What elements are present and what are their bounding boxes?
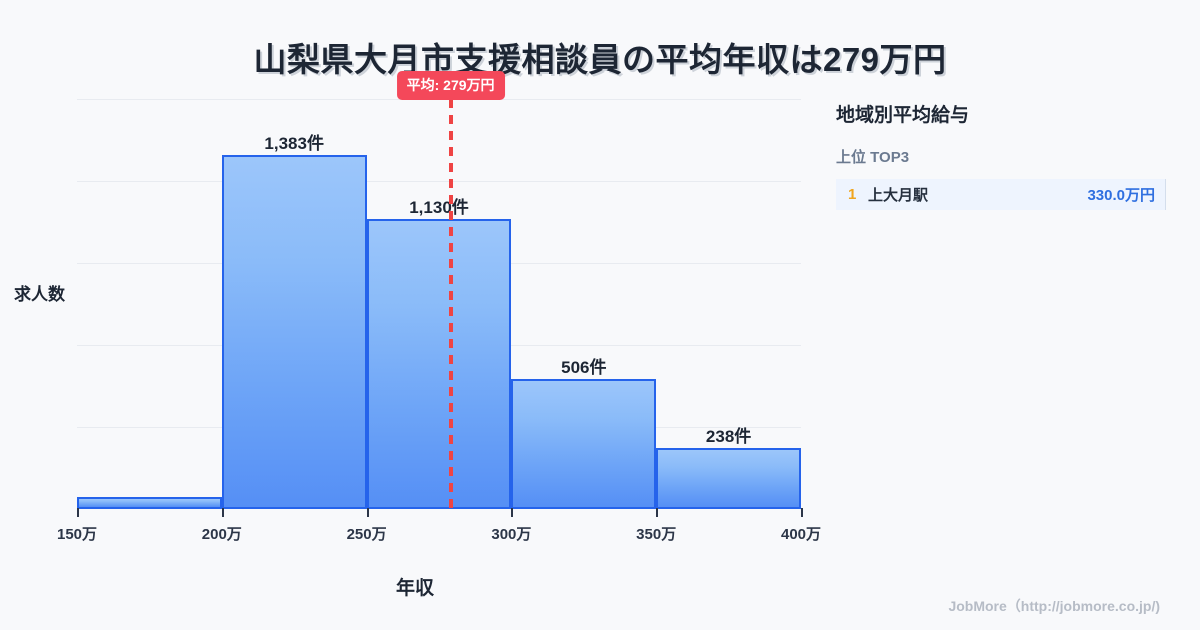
y-axis-title: 求人数 [14, 285, 65, 304]
chart-region: 求人数 1,383件 1,130件 506件 238件 150万 200万 250万 300万… [0, 71, 830, 605]
rank-list: 1 上大月駅 330.0万円 [836, 179, 1166, 210]
page-title: 山梨県大月市支援相談員の平均年収は279万円 [253, 41, 947, 78]
bar [221, 154, 367, 509]
x-tick-label: 200万 [201, 526, 242, 543]
regional-salary-title: 地域別平均給与 [836, 105, 970, 126]
x-tick-mark [656, 508, 659, 517]
bar [511, 379, 657, 509]
x-tick-mark [77, 508, 79, 517]
bar-value-label: 506件 [561, 358, 607, 378]
bar-value-label: 1,383件 [264, 133, 324, 153]
bar-value-label: 238件 [705, 427, 752, 446]
x-tick-label: 250万 [346, 526, 387, 543]
x-tick-mark [801, 508, 803, 517]
average-badge: 平均: 279万円 [396, 71, 505, 100]
x-tick-label: 400万 [780, 526, 822, 543]
bar [656, 448, 801, 509]
regional-salary-subtitle: 上位 TOP3 [836, 149, 910, 166]
rank-row[interactable]: 1 上大月駅 330.0万円 [836, 179, 1166, 210]
x-tick-mark [366, 508, 369, 517]
bar [366, 219, 512, 509]
x-axis-title: 年収 [395, 578, 434, 599]
bar [77, 497, 222, 509]
bar-value-label: 1,130件 [409, 198, 469, 218]
plot-area: 1,383件 1,130件 506件 238件 150万 200万 250万 300万 350万… [57, 71, 821, 543]
footer-watermark: JobMore（http://jobmore.co.jp/) [948, 598, 1160, 614]
x-tick-label: 150万 [56, 526, 98, 543]
rank-area-name: 上大月駅 [868, 187, 929, 204]
x-tick-label: 300万 [491, 526, 532, 543]
regional-salary-panel: 地域別平均給与 上位 TOP3 1 上大月駅 330.0万円 [836, 100, 1166, 210]
average-line [448, 99, 453, 509]
rank-number: 1 [848, 186, 857, 203]
gridline [77, 181, 801, 182]
x-tick-mark [221, 508, 224, 517]
rank-salary-value: 330.0万円 [1087, 187, 1155, 204]
x-tick-mark [511, 508, 514, 517]
x-tick-label: 350万 [636, 526, 677, 543]
